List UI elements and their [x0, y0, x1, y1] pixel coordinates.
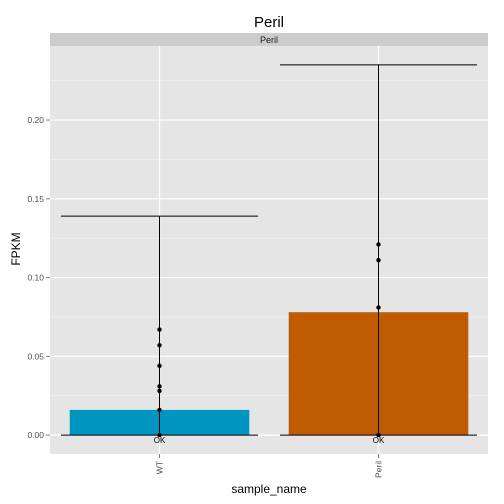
data-points [157, 242, 381, 438]
y-axis-ticks: 0.00 0.05 0.10 0.15 0.20 [27, 115, 50, 440]
data-point [376, 258, 381, 263]
y-tick-label: 0.00 [27, 430, 44, 440]
y-tick-label: 0.10 [27, 273, 44, 283]
y-tick-label: 0.20 [27, 115, 44, 125]
x-axis-ticks: WT Peril [155, 454, 384, 478]
y-tick-label: 0.15 [27, 194, 44, 204]
data-point [157, 407, 162, 413]
data-point [157, 384, 162, 389]
facet-strip [50, 33, 488, 46]
data-point [376, 305, 381, 310]
data-point [157, 363, 162, 368]
status-labels: OK OK [154, 436, 385, 445]
data-point [157, 432, 162, 438]
data-point [157, 343, 162, 348]
x-axis-title: sample_name [231, 482, 307, 496]
data-point [376, 432, 381, 438]
error-bars [60, 64, 478, 436]
data-point [157, 388, 162, 394]
y-tick-label: 0.05 [27, 351, 44, 361]
x-tick-label: WT [155, 461, 165, 474]
chart-title: Peril [254, 14, 284, 31]
facet-label: Peril [260, 35, 278, 45]
x-tick-label: Peril [374, 461, 384, 478]
y-axis-title: FPKM [9, 232, 23, 265]
data-point [376, 242, 381, 247]
data-point [157, 327, 162, 332]
status-label: OK [154, 436, 166, 445]
status-label: OK [373, 436, 385, 445]
